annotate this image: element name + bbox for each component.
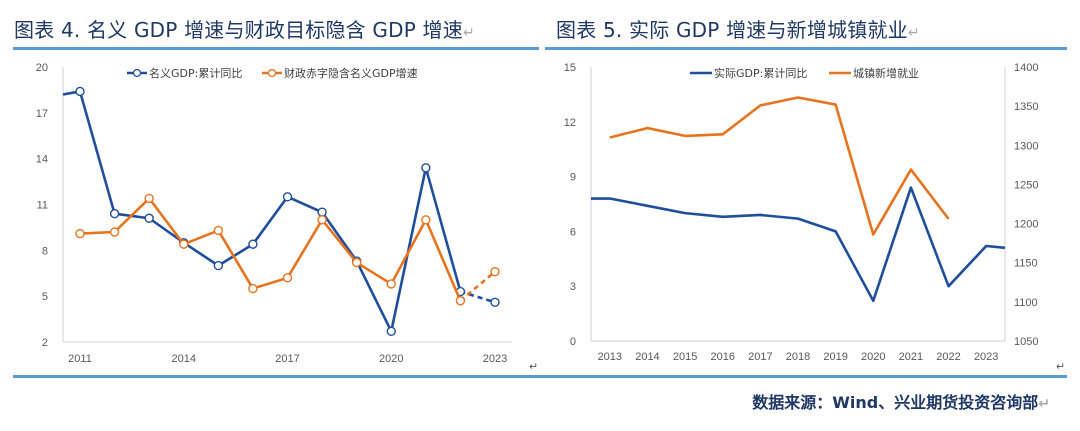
y2-tick-label: 1150: [1014, 258, 1038, 270]
y2-tick-label: 1400: [1014, 62, 1038, 74]
series-line-nominal-gdp: [62, 90, 462, 333]
data-point: [144, 213, 154, 223]
y-tick-label: 8: [42, 245, 48, 257]
data-source-text: 数据来源：Wind、兴业期货投资咨询部: [752, 393, 1039, 412]
chart-title-right: 图表 5. 实际 GDP 增速与新增城镇就业↵: [556, 14, 920, 43]
data-point: [179, 239, 189, 249]
y2-tick-label: 1200: [1014, 219, 1038, 231]
x-tick-label: 2018: [786, 351, 810, 363]
data-point: [421, 215, 431, 225]
data-point: [213, 225, 224, 236]
title-rule-left: [13, 47, 539, 50]
y-tick-label: 3: [570, 281, 576, 293]
y-tick-label: 15: [564, 62, 576, 74]
series-line-real-gdp: [591, 186, 1006, 303]
title-rule-right: [545, 47, 1067, 50]
legend-marker: [267, 68, 277, 78]
x-tick-label: 2015: [673, 351, 697, 363]
data-point: [75, 86, 85, 97]
data-point: [75, 228, 85, 239]
data-point: [386, 326, 396, 337]
data-point: [109, 227, 120, 237]
y2-tick-label: 1050: [1014, 336, 1038, 348]
x-tick-label: 2021: [899, 351, 923, 363]
data-point: [317, 207, 327, 217]
legend-label: 实际GDP:累计同比: [714, 66, 807, 80]
y2-tick-label: 1300: [1014, 140, 1038, 152]
return-mark: ↵: [462, 25, 475, 41]
data-point: [317, 215, 327, 225]
y-tick-label: 6: [570, 226, 576, 238]
data-point: [386, 279, 396, 289]
y2-tick-label: 1350: [1014, 101, 1038, 113]
data-point: [490, 297, 500, 307]
x-tick-label: 2017: [748, 351, 772, 363]
y-tick-label: 11: [37, 200, 48, 212]
x-tick-label: 2023: [974, 351, 998, 363]
data-point: [490, 267, 500, 277]
data-point: [282, 273, 293, 283]
return-mark: ↵: [529, 361, 538, 373]
data-point: [248, 283, 258, 294]
series-forecast-line: [459, 270, 496, 302]
chart-title-left: 图表 4. 名义 GDP 增速与财政目标隐含 GDP 增速↵: [14, 14, 475, 43]
data-point: [213, 260, 224, 271]
data-point: [109, 208, 120, 219]
data-point: [421, 163, 431, 173]
x-tick-label: 2014: [635, 351, 659, 363]
legend-label: 财政赤字隐含名义GDP增速: [284, 66, 418, 80]
series-forecast-line: [460, 290, 496, 304]
y-tick-label: 9: [570, 172, 576, 184]
y-tick-label: 20: [36, 62, 48, 74]
x-tick-label: 2020: [861, 351, 885, 363]
x-tick-label: 2013: [598, 351, 622, 363]
y-tick-label: 14: [36, 154, 48, 166]
x-tick-label: 2017: [275, 353, 299, 365]
x-tick-label: 2016: [710, 351, 734, 363]
data-point: [282, 192, 293, 202]
chart-title-right-text: 图表 5. 实际 GDP 增速与新增城镇就业: [556, 18, 908, 42]
data-source: 数据来源：Wind、兴业期货投资咨询部↵: [752, 389, 1050, 413]
return-mark: ↵: [907, 25, 920, 41]
y-tick-label: 12: [564, 117, 576, 129]
x-tick-label: 2019: [823, 351, 847, 363]
x-tick-label: 2020: [379, 353, 403, 365]
data-point: [455, 296, 466, 306]
y-tick-label: 2: [42, 337, 48, 349]
legend-label: 名义GDP:累计同比: [149, 66, 242, 80]
return-mark: ↵: [1038, 396, 1050, 412]
y-tick-label: 5: [42, 291, 48, 303]
data-point: [351, 257, 362, 268]
data-point: [248, 239, 258, 249]
series-line-urban-employment: [609, 96, 950, 236]
return-mark: ↵: [1056, 361, 1065, 373]
y2-tick-label: 1250: [1014, 179, 1038, 191]
series-line-fiscal-implied: [79, 197, 462, 302]
y-tick-label: 0: [570, 336, 576, 348]
y2-tick-label: 1100: [1014, 297, 1038, 309]
x-tick-label: 2022: [936, 351, 960, 363]
x-tick-label: 2011: [68, 353, 92, 365]
x-tick-label: 2014: [172, 353, 196, 365]
x-tick-label: 2023: [483, 353, 507, 365]
y-tick-label: 17: [36, 108, 48, 120]
chart-title-left-text: 图表 4. 名义 GDP 增速与财政目标隐含 GDP 增速: [14, 18, 463, 42]
legend-label: 城镇新增就业: [853, 66, 919, 80]
footer-rule: [13, 375, 1067, 378]
data-point: [144, 193, 154, 204]
legend-marker: [132, 68, 142, 78]
